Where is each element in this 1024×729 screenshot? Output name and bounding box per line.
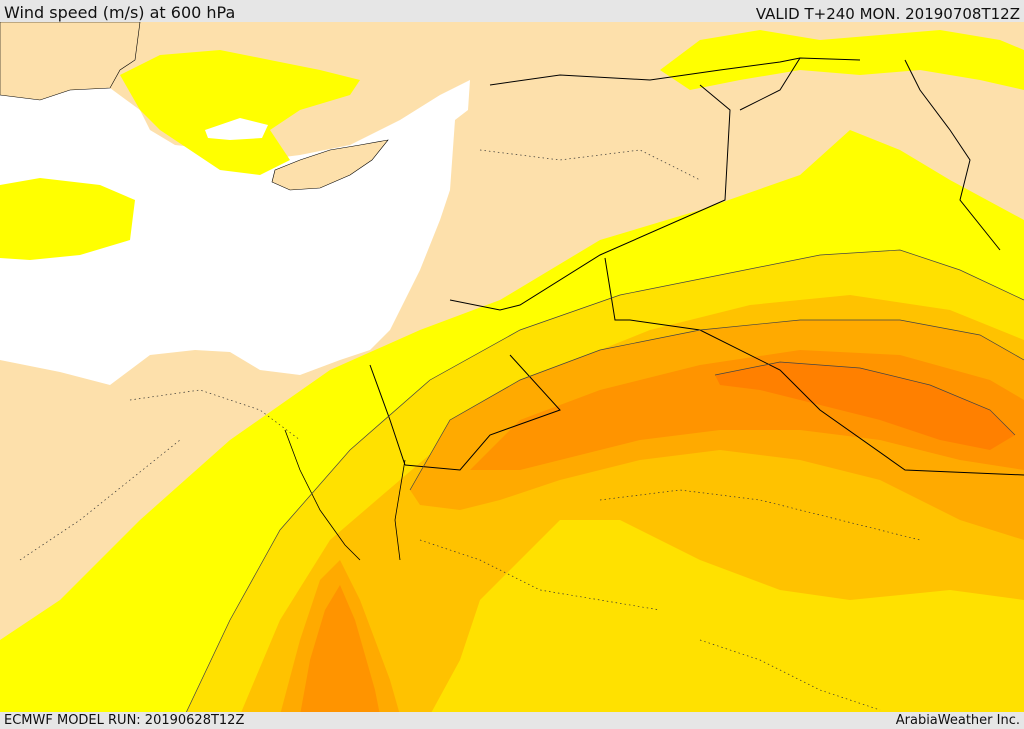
red-sea: [284, 429, 406, 561]
wind-contours: [186, 249, 1024, 712]
header-bar: [0, 0, 1024, 22]
wind-band-5-south: [300, 585, 380, 712]
valid-time-label: VALID T+240 MON. 20190708T12Z: [755, 5, 1020, 23]
sea-inner-patch: [205, 118, 268, 140]
wind-band-1-west: [0, 178, 135, 260]
wind-band-1-ne: [660, 30, 1024, 90]
aegean-coast: [0, 22, 141, 101]
wind-band-6: [715, 362, 1015, 450]
credit-label: ArabiaWeather Inc.: [895, 713, 1020, 728]
wind-band-1-north: [120, 50, 360, 175]
country-borders: [369, 57, 1024, 476]
map-title: Wind speed (m/s) at 600 hPa: [4, 3, 236, 22]
province-lines: [19, 149, 921, 711]
wind-speed-map: [0, 22, 1024, 712]
model-run-label: ECMWF MODEL RUN: 20190628T12Z: [4, 713, 245, 728]
cyprus: [271, 139, 389, 191]
footer-bar: [0, 712, 1024, 729]
